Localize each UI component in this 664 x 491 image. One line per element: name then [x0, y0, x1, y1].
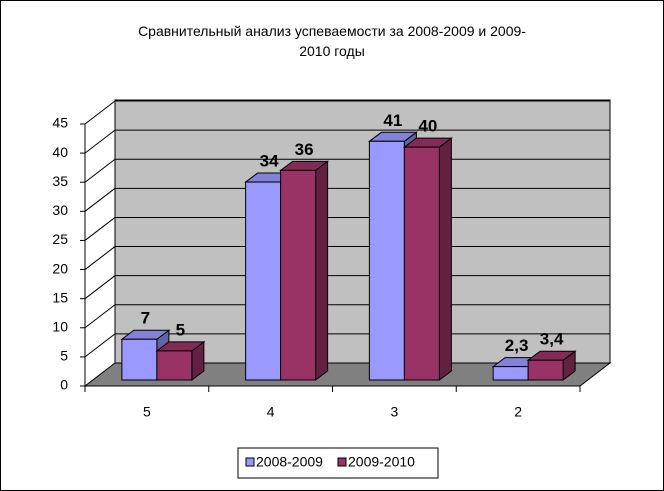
bar — [280, 169, 317, 381]
y-tick-label: 40 — [52, 144, 68, 160]
back-wall — [114, 99, 611, 364]
y-tick-label: 20 — [52, 260, 68, 276]
grid-line-side — [84, 246, 116, 270]
bar — [156, 350, 193, 381]
value-label: 5 — [176, 320, 185, 339]
grid-line-side — [84, 333, 116, 358]
bar-top-shade — [280, 161, 328, 171]
x-tick-label: 2 — [514, 404, 522, 420]
value-label: 7 — [141, 309, 150, 328]
x-tick-label: 3 — [390, 404, 398, 420]
y-tick-label: 30 — [52, 202, 68, 218]
legend-label: 2008-2009 — [256, 454, 323, 470]
legend-label: 2009-2010 — [348, 454, 415, 470]
y-tick-label: 35 — [52, 173, 68, 189]
legend-swatch — [337, 457, 347, 467]
grid-line-side — [84, 158, 116, 183]
chart-title: Сравнительный анализ успеваемости за 200… — [138, 23, 526, 59]
y-tick-label: 45 — [52, 115, 68, 131]
bar-side-shade — [191, 341, 204, 380]
x-tick-label: 5 — [143, 404, 151, 420]
bar-top-shade — [156, 341, 204, 351]
y-tick-label: 25 — [52, 231, 68, 247]
value-label: 3,4 — [540, 330, 564, 349]
bar-top-shade — [404, 138, 452, 148]
grid-line-side — [84, 100, 116, 125]
bar — [368, 140, 405, 381]
bar-side-shade — [315, 161, 328, 380]
value-label: 36 — [295, 140, 314, 159]
y-tick-label: 0 — [60, 377, 68, 393]
value-label: 41 — [383, 111, 402, 130]
bar — [121, 338, 158, 381]
bar — [245, 181, 282, 381]
legend-swatch — [245, 457, 255, 467]
bar-top-shade — [121, 330, 169, 340]
title-line: Сравнительный анализ успеваемости за 200… — [138, 23, 526, 39]
value-label: 34 — [260, 152, 279, 171]
bar-top-shade — [528, 351, 576, 361]
value-label: 40 — [418, 117, 437, 136]
bar-top-shade — [369, 132, 417, 142]
title-line: 2010 годы — [299, 43, 365, 59]
y-tick-label: 15 — [52, 289, 68, 305]
grid-line-side — [84, 304, 116, 329]
grid-line-side — [84, 129, 116, 154]
grid-line-side — [84, 187, 116, 212]
bar-side-shade — [439, 138, 452, 380]
y-tick-label: 5 — [60, 348, 68, 364]
grid-line-side — [84, 275, 116, 300]
bar — [527, 359, 564, 381]
y-tick-label: 10 — [52, 318, 68, 334]
bar — [403, 146, 440, 381]
x-tick-label: 4 — [267, 404, 275, 420]
grid-line-side — [84, 217, 116, 241]
value-label: 2,3 — [505, 336, 529, 355]
bar — [492, 366, 529, 381]
